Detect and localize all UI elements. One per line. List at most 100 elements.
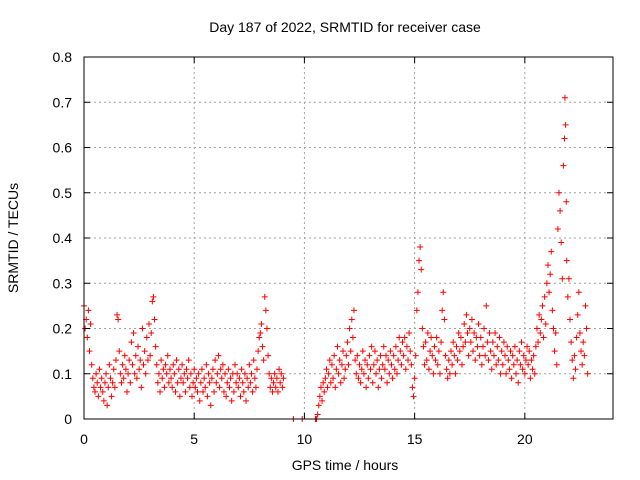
data-point <box>127 379 134 386</box>
data-point <box>280 375 287 382</box>
data-point <box>563 198 570 205</box>
data-point <box>524 343 531 350</box>
data-point <box>529 366 536 373</box>
data-point <box>146 320 153 327</box>
data-point <box>583 325 590 332</box>
data-point <box>203 361 210 368</box>
data-point <box>217 366 224 373</box>
data-point <box>397 348 404 355</box>
data-point <box>120 375 127 382</box>
data-point <box>351 307 358 314</box>
data-point <box>565 275 572 282</box>
data-point <box>219 361 226 368</box>
data-point <box>228 397 235 404</box>
data-point <box>126 357 133 364</box>
data-point <box>154 379 161 386</box>
data-point <box>481 325 488 332</box>
data-point <box>117 370 124 377</box>
data-point <box>379 361 386 368</box>
data-point <box>472 357 479 364</box>
data-point <box>325 370 332 377</box>
data-point <box>530 352 537 359</box>
data-point <box>150 293 157 300</box>
data-point <box>236 375 243 382</box>
data-point <box>421 361 428 368</box>
data-point <box>118 379 125 386</box>
data-point <box>367 366 374 373</box>
data-point <box>488 366 495 373</box>
data-point <box>142 370 149 377</box>
data-point <box>412 352 419 359</box>
data-point <box>179 361 186 368</box>
data-point <box>453 343 460 350</box>
data-point <box>207 402 214 409</box>
x-tick-label: 10 <box>297 431 313 447</box>
data-point <box>243 397 250 404</box>
data-point <box>370 361 377 368</box>
data-point <box>317 384 324 391</box>
data-point <box>324 384 331 391</box>
data-point <box>518 339 525 346</box>
data-point <box>424 330 431 337</box>
data-point <box>489 339 496 346</box>
data-point <box>85 307 92 314</box>
data-point <box>462 339 469 346</box>
x-axis: 0 5 10 15 20 <box>80 57 533 447</box>
data-point <box>165 379 172 386</box>
data-point <box>267 384 274 391</box>
data-point <box>119 361 126 368</box>
data-point <box>345 361 352 368</box>
data-point <box>240 388 247 395</box>
data-point <box>200 388 207 395</box>
data-point <box>148 330 155 337</box>
data-point <box>168 375 175 382</box>
data-point <box>535 339 542 346</box>
data-point <box>510 361 517 368</box>
data-point <box>490 352 497 359</box>
data-point <box>420 343 427 350</box>
y-tick-label: 0.5 <box>53 185 73 201</box>
data-point <box>539 302 546 309</box>
data-point <box>205 370 212 377</box>
data-point <box>173 357 180 364</box>
data-point <box>342 366 349 373</box>
data-point <box>418 266 425 273</box>
data-point <box>559 275 566 282</box>
data-point <box>334 343 341 350</box>
data-point <box>403 343 410 350</box>
data-point <box>398 361 405 368</box>
data-point <box>499 361 506 368</box>
data-point <box>114 311 121 318</box>
data-point <box>526 348 533 355</box>
data-point <box>115 316 122 323</box>
data-point <box>224 379 231 386</box>
data-point <box>478 361 485 368</box>
data-point <box>197 379 204 386</box>
data-point <box>385 357 392 364</box>
data-point <box>466 325 473 332</box>
data-point <box>111 384 118 391</box>
data-point <box>388 361 395 368</box>
data-point <box>216 384 223 391</box>
data-point <box>246 361 253 368</box>
data-point <box>157 388 164 395</box>
data-point <box>84 334 91 341</box>
data-point <box>517 361 524 368</box>
data-point <box>446 370 453 377</box>
data-point <box>251 375 258 382</box>
data-point <box>528 357 535 364</box>
data-point <box>405 357 412 364</box>
data-point <box>569 357 576 364</box>
data-point <box>505 357 512 364</box>
data-point <box>581 352 588 359</box>
data-point <box>498 348 505 355</box>
data-point <box>568 339 575 346</box>
data-point <box>442 352 449 359</box>
data-point <box>176 393 183 400</box>
data-point <box>328 361 335 368</box>
data-point <box>542 320 549 327</box>
data-point <box>377 352 384 359</box>
data-point <box>549 307 556 314</box>
data-point <box>507 348 514 355</box>
data-point <box>548 248 555 255</box>
